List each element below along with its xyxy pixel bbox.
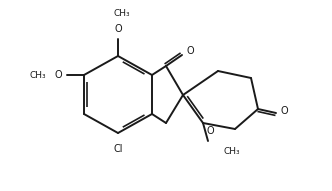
Text: Cl: Cl bbox=[113, 144, 123, 154]
Text: CH₃: CH₃ bbox=[29, 70, 46, 79]
Text: O: O bbox=[114, 24, 122, 34]
Text: O: O bbox=[280, 106, 288, 116]
Text: O: O bbox=[206, 126, 214, 136]
Text: O: O bbox=[186, 46, 194, 56]
Text: O: O bbox=[54, 70, 62, 80]
Text: CH₃: CH₃ bbox=[114, 9, 130, 18]
Text: CH₃: CH₃ bbox=[224, 147, 240, 156]
